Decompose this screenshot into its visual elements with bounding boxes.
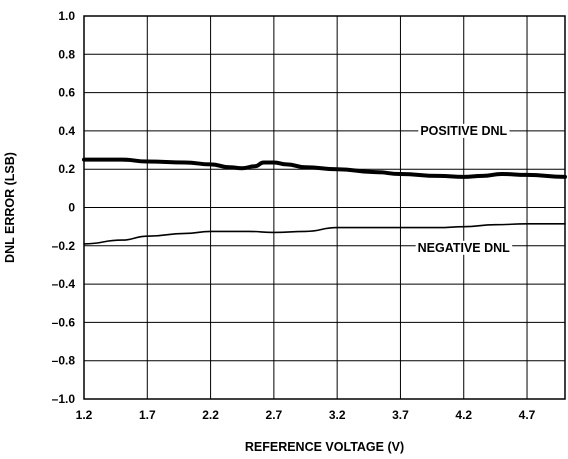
y-axis-title: DNL ERROR (LSB) xyxy=(3,152,17,263)
y-tick-label: 0.8 xyxy=(58,47,75,61)
y-tick-label: –0.4 xyxy=(52,277,76,291)
y-tick-label: –1.0 xyxy=(52,392,76,406)
x-tick-label: 3.7 xyxy=(392,408,409,422)
negative-dnl-label-bg xyxy=(415,240,513,255)
y-tick-label: 0.6 xyxy=(58,86,75,100)
annotations: POSITIVE DNL NEGATIVE DNL xyxy=(415,123,513,255)
x-tick-label: 4.7 xyxy=(519,408,536,422)
y-tick-label: 0 xyxy=(68,201,75,215)
y-tick-label: –0.6 xyxy=(52,315,76,329)
y-tick-label: –0.2 xyxy=(52,239,76,253)
positive-dnl-label: POSITIVE DNL xyxy=(420,124,507,138)
y-tick-label: 1.0 xyxy=(58,9,75,23)
tick-labels: 1.2 1.7 2.2 2.7 3.2 3.7 4.2 4.7 1.0 0.8 0.6 0.4 0.2 0… xyxy=(52,9,536,422)
x-tick-label: 1.2 xyxy=(76,408,93,422)
series-line-negative-dnl xyxy=(83,222,566,245)
y-tick-label: 0.2 xyxy=(58,162,75,176)
positive-dnl-label-bg xyxy=(418,123,510,138)
series-line-positive-dnl xyxy=(82,157,567,179)
x-tick-label: 2.7 xyxy=(266,408,283,422)
grid xyxy=(84,16,565,399)
x-tick-label: 4.2 xyxy=(455,408,472,422)
x-tick-label: 2.2 xyxy=(202,408,219,422)
x-axis-title: REFERENCE VOLTAGE (V) xyxy=(245,440,404,454)
plot-frame xyxy=(83,15,566,400)
y-tick-label: –0.8 xyxy=(52,354,76,368)
x-tick-label: 1.7 xyxy=(139,408,156,422)
series-layer xyxy=(82,157,567,245)
x-tick-label: 3.2 xyxy=(329,408,346,422)
y-tick-label: 0.4 xyxy=(58,124,75,138)
negative-dnl-label: NEGATIVE DNL xyxy=(418,241,510,255)
